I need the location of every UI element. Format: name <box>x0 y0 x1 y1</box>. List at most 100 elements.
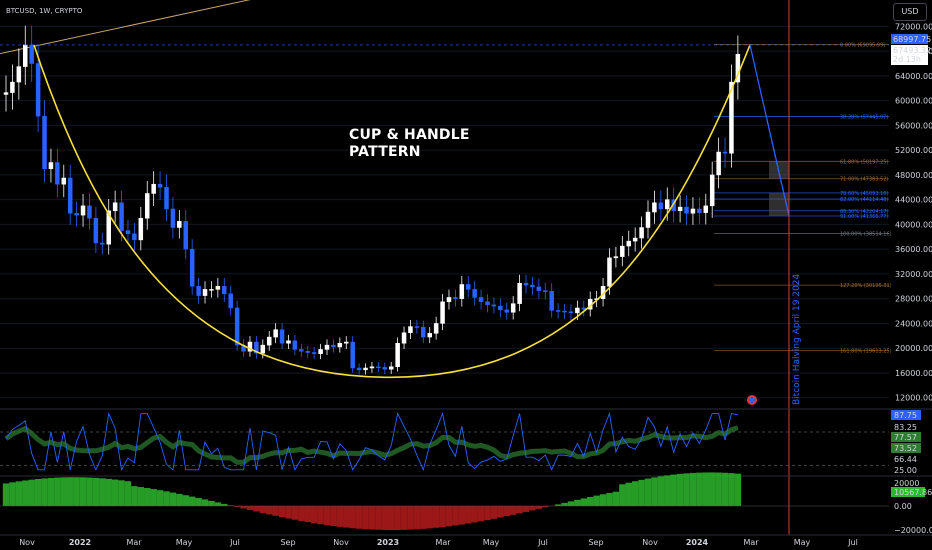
candle-body <box>510 303 516 313</box>
macd-bar <box>60 477 67 506</box>
macd-bar <box>728 473 735 506</box>
price-tick: 20000.00 <box>895 344 932 353</box>
currency-button[interactable]: USD <box>893 3 927 21</box>
candle-body <box>209 289 214 291</box>
macd-bar <box>15 481 23 506</box>
macd-value-badge <box>891 487 925 497</box>
macd-bar <box>86 477 93 506</box>
candle-body <box>427 333 432 338</box>
candle-body <box>465 284 471 290</box>
candle-body <box>478 297 484 303</box>
candle-body <box>504 309 510 313</box>
candle-body <box>292 340 298 350</box>
macd-bar <box>362 506 369 530</box>
fib-level-label: 61.80% (50197.25) <box>840 159 888 165</box>
macd-bar <box>272 506 279 516</box>
candle-body <box>318 349 323 355</box>
time-tick: May <box>794 538 811 547</box>
rsi-value-label: 73.52 <box>894 444 917 453</box>
macd-bar <box>343 506 350 528</box>
macd-bar <box>368 506 376 530</box>
candle-body <box>125 230 131 234</box>
candle-body <box>48 162 54 169</box>
candle-body <box>690 208 696 214</box>
macd-bar <box>664 475 671 506</box>
time-tick: 2023 <box>377 538 399 547</box>
candle-body <box>100 242 105 245</box>
macd-bar <box>490 506 498 519</box>
candle-body <box>697 208 702 213</box>
candle-body <box>433 323 439 334</box>
candlestick-series <box>3 25 741 375</box>
rsi-value-label: 66.44 <box>894 455 917 464</box>
candle-body <box>472 289 477 298</box>
macd-bar <box>612 491 620 506</box>
macd-bar <box>638 479 645 506</box>
price-tick: 12000.00 <box>895 394 932 403</box>
macd-bar <box>118 480 125 506</box>
candle-body <box>658 202 664 210</box>
candle-body <box>299 349 304 352</box>
macd-value-label: 0.00 <box>894 502 912 511</box>
current-price-label: 68997.75 <box>893 35 931 44</box>
pattern-annotation: CUP & HANDLE PATTERN <box>349 127 470 161</box>
price-tick: 44000.00 <box>895 196 932 205</box>
macd-bar <box>509 506 517 515</box>
time-axis[interactable]: Nov 2022 Mar May Jul Sep Nov 2023 Mar May Jul Sep No… <box>0 534 932 547</box>
candle-body <box>555 310 561 312</box>
candle-body <box>523 282 529 286</box>
time-tick: Mar <box>126 538 142 547</box>
candle-body <box>652 202 657 213</box>
candle-body <box>408 326 413 333</box>
candle-body <box>189 248 195 287</box>
candle-body <box>138 217 144 241</box>
macd-bar <box>683 473 690 506</box>
candle-body <box>440 301 445 324</box>
time-tick: 2022 <box>69 538 91 547</box>
macd-bar <box>195 497 202 506</box>
fibonacci-retracement: 0.00% (69095.99) 38.20% (57445.07) 61.80% … <box>714 42 892 355</box>
macd-bar <box>413 506 421 530</box>
time-tick: Sep <box>280 538 295 547</box>
candle-body <box>42 115 47 169</box>
rsi-value-badge <box>891 465 921 475</box>
price-tick: 24000.00 <box>895 319 932 328</box>
candle-body <box>196 286 201 296</box>
price-tick: 56000.00 <box>895 121 932 130</box>
rsi-value-label: 77.57 <box>894 433 917 442</box>
fib-level-label: 71.00% (47383.52) <box>840 177 888 183</box>
macd-bar <box>79 477 87 506</box>
macd-bar <box>477 506 485 522</box>
macd-bar <box>426 506 433 529</box>
macd-bar <box>689 472 697 506</box>
candle-body <box>177 221 182 228</box>
time-tick: Mar <box>435 538 451 547</box>
macd-bar <box>625 482 632 506</box>
candle-body <box>620 245 625 257</box>
candle-body <box>35 63 41 117</box>
fib-level-label: 100.00% (38514.16) <box>840 232 892 238</box>
candle-body <box>273 329 278 338</box>
macd-bar <box>503 506 510 517</box>
macd-bar <box>182 495 189 506</box>
time-tick: Jul <box>537 538 548 547</box>
candle-body <box>684 206 689 214</box>
price-tick: 48000.00 <box>895 171 932 180</box>
macd-bar <box>657 476 665 506</box>
candle-body <box>350 341 355 369</box>
macd-bar <box>349 506 356 529</box>
rsi-ma-band <box>4 425 739 465</box>
price-tick: 16000.00 <box>895 369 932 378</box>
candle-body <box>170 208 176 228</box>
candle-body <box>388 366 394 370</box>
macd-bar <box>330 506 337 527</box>
candle-body <box>279 329 285 344</box>
macd-bar <box>452 506 459 526</box>
macd-bar <box>253 506 260 512</box>
price-axis[interactable]: 72000.0068000.0064000.0060000.0056000.00… <box>895 22 932 402</box>
candle-body <box>87 205 92 219</box>
candle-body <box>369 366 375 369</box>
macd-bar <box>644 478 652 506</box>
time-tick: 2024 <box>686 538 709 547</box>
